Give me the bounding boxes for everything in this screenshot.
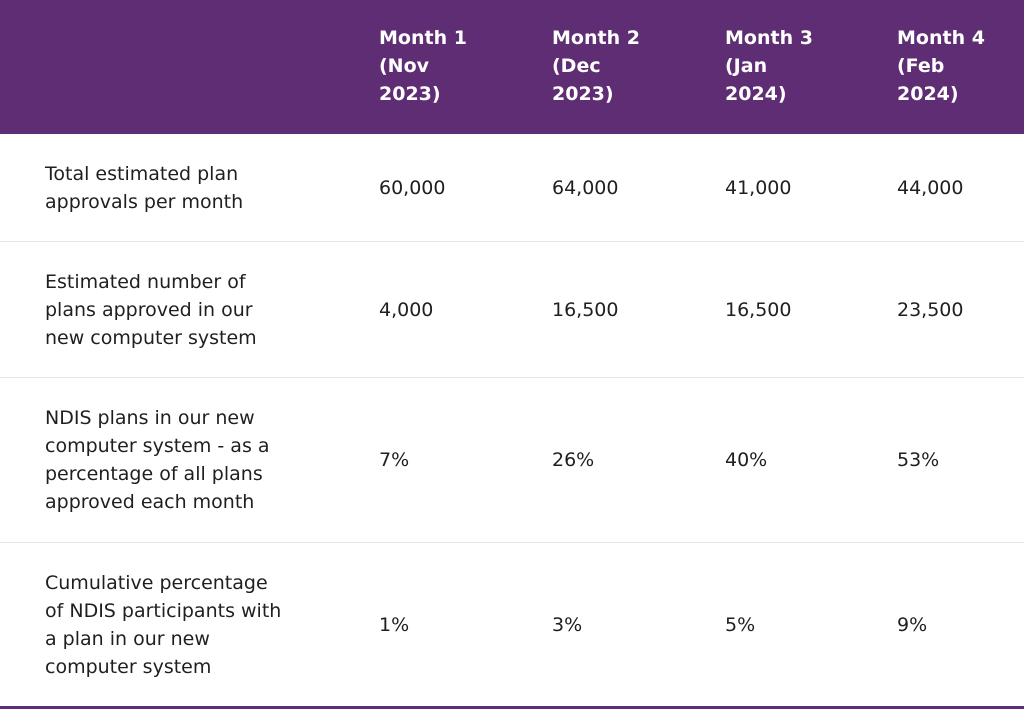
header-cell-month-1: Month 1 (Nov 2023) xyxy=(379,27,467,105)
table-row: Total estimated plan approvals per month… xyxy=(0,134,1024,242)
table-cell: 1% xyxy=(379,613,410,636)
table-cell: 7% xyxy=(379,449,410,471)
table-cell: 5% xyxy=(725,613,756,636)
row-label: Estimated number of plans approved in ou… xyxy=(45,270,257,349)
table-cell: 9% xyxy=(897,613,928,636)
table-cell: 23,500 xyxy=(897,298,964,321)
row-label: Cumulative percentage of NDIS participan… xyxy=(45,571,282,678)
table-cell: 3% xyxy=(552,613,583,636)
header-cell-month-2: Month 2 (Dec 2023) xyxy=(552,27,640,105)
row-label: Total estimated plan approvals per month xyxy=(45,162,244,213)
table-row: Cumulative percentage of NDIS participan… xyxy=(0,543,1024,706)
table-cell: 16,500 xyxy=(725,298,792,321)
header-cell-month-3: Month 3 (Jan 2024) xyxy=(725,27,813,105)
table-cell: 44,000 xyxy=(897,176,964,199)
table-row: Estimated number of plans approved in ou… xyxy=(0,242,1024,378)
table-cell: 64,000 xyxy=(552,176,619,199)
table-cell: 40% xyxy=(725,449,768,471)
table-cell: 60,000 xyxy=(379,176,446,199)
table-cell: 53% xyxy=(897,449,940,471)
header-cell-blank xyxy=(45,0,315,134)
table-row: NDIS plans in our new computer system - … xyxy=(0,378,1024,543)
table-cell: 26% xyxy=(552,449,595,471)
table-cell: 41,000 xyxy=(725,176,792,199)
table-cell: 16,500 xyxy=(552,298,619,321)
header-cell-month-4: Month 4 (Feb 2024) xyxy=(897,27,985,105)
table-header-row: Month 1 (Nov 2023) Month 2 (Dec 2023) Mo… xyxy=(0,0,1024,134)
row-label: NDIS plans in our new computer system - … xyxy=(45,407,270,513)
table-cell: 4,000 xyxy=(379,298,434,321)
